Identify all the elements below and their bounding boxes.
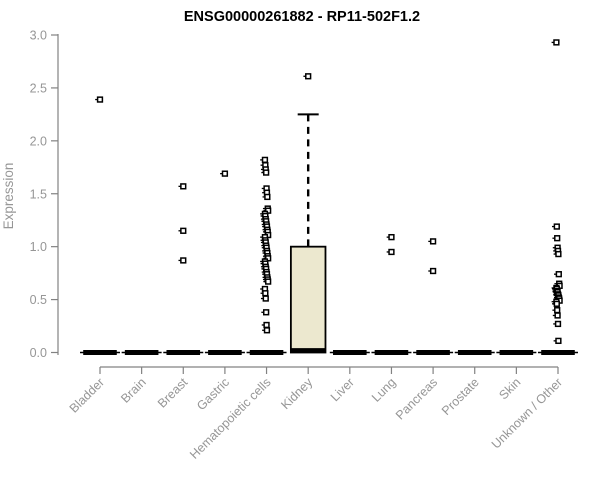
outlier-point <box>262 295 269 302</box>
x-tick-label: Brain <box>118 375 149 406</box>
outlier-point <box>554 235 561 242</box>
outlier-point <box>554 312 561 319</box>
y-tick-label: 0.5 <box>30 293 47 307</box>
x-tick-label: Kidney <box>278 375 315 412</box>
x-tick-label: Breast <box>155 375 191 411</box>
x-tick-label: Lung <box>369 375 399 405</box>
outlier-point <box>553 39 560 46</box>
outlier-point <box>264 193 271 201</box>
x-tick-label: Hematopoietic cells <box>187 375 274 462</box>
y-tick-label: 3.0 <box>30 29 47 43</box>
y-tick-label: 1.5 <box>30 187 47 201</box>
outlier-point <box>555 250 562 258</box>
outlier-point <box>264 278 272 285</box>
x-tick-label: Prostate <box>439 375 482 418</box>
outlier-point <box>180 183 187 190</box>
y-axis-label: Expression <box>1 163 16 230</box>
y-tick-label: 0.0 <box>30 346 47 360</box>
outlier-point <box>388 233 395 241</box>
outlier-point <box>96 96 104 103</box>
x-tick-label: Liver <box>328 375 357 404</box>
chart-title: ENSG00000261882 - RP11-502F1.2 <box>184 9 420 25</box>
y-tick-label: 1.0 <box>30 240 47 254</box>
outlier-point <box>554 307 561 314</box>
outlier-point <box>180 227 187 234</box>
x-tick-label: Pancreas <box>393 375 440 422</box>
outlier-point <box>221 170 229 177</box>
outlier-point <box>262 169 270 176</box>
outlier-point <box>554 320 562 328</box>
outlier-point <box>388 248 395 256</box>
y-tick-label: 2.5 <box>30 81 47 95</box>
plot-area: 0.0 0.5 1.0 1.5 2.0 2.5 3.0 Bladder Brain Breast G… <box>30 29 578 462</box>
outlier-point <box>555 337 562 345</box>
outlier-point <box>553 223 560 230</box>
x-tick-label: Skin <box>496 375 523 402</box>
outlier-point <box>262 309 270 316</box>
outlier-point <box>429 238 437 245</box>
outlier-point <box>553 300 560 307</box>
outlier-point <box>263 327 271 334</box>
x-tick-label: Unknown / Other <box>489 375 565 451</box>
outlier-point <box>262 290 269 297</box>
outlier-point <box>429 267 437 275</box>
x-tick-label: Gastric <box>194 375 232 413</box>
outlier-point <box>305 73 312 80</box>
x-tick-label: Bladder <box>67 375 107 415</box>
outlier-point <box>180 257 187 264</box>
outlier-point <box>555 271 562 278</box>
box-iqr <box>289 245 327 354</box>
y-tick-label: 2.0 <box>30 134 47 148</box>
outlier-point <box>261 156 269 164</box>
outlier-point <box>263 321 270 329</box>
